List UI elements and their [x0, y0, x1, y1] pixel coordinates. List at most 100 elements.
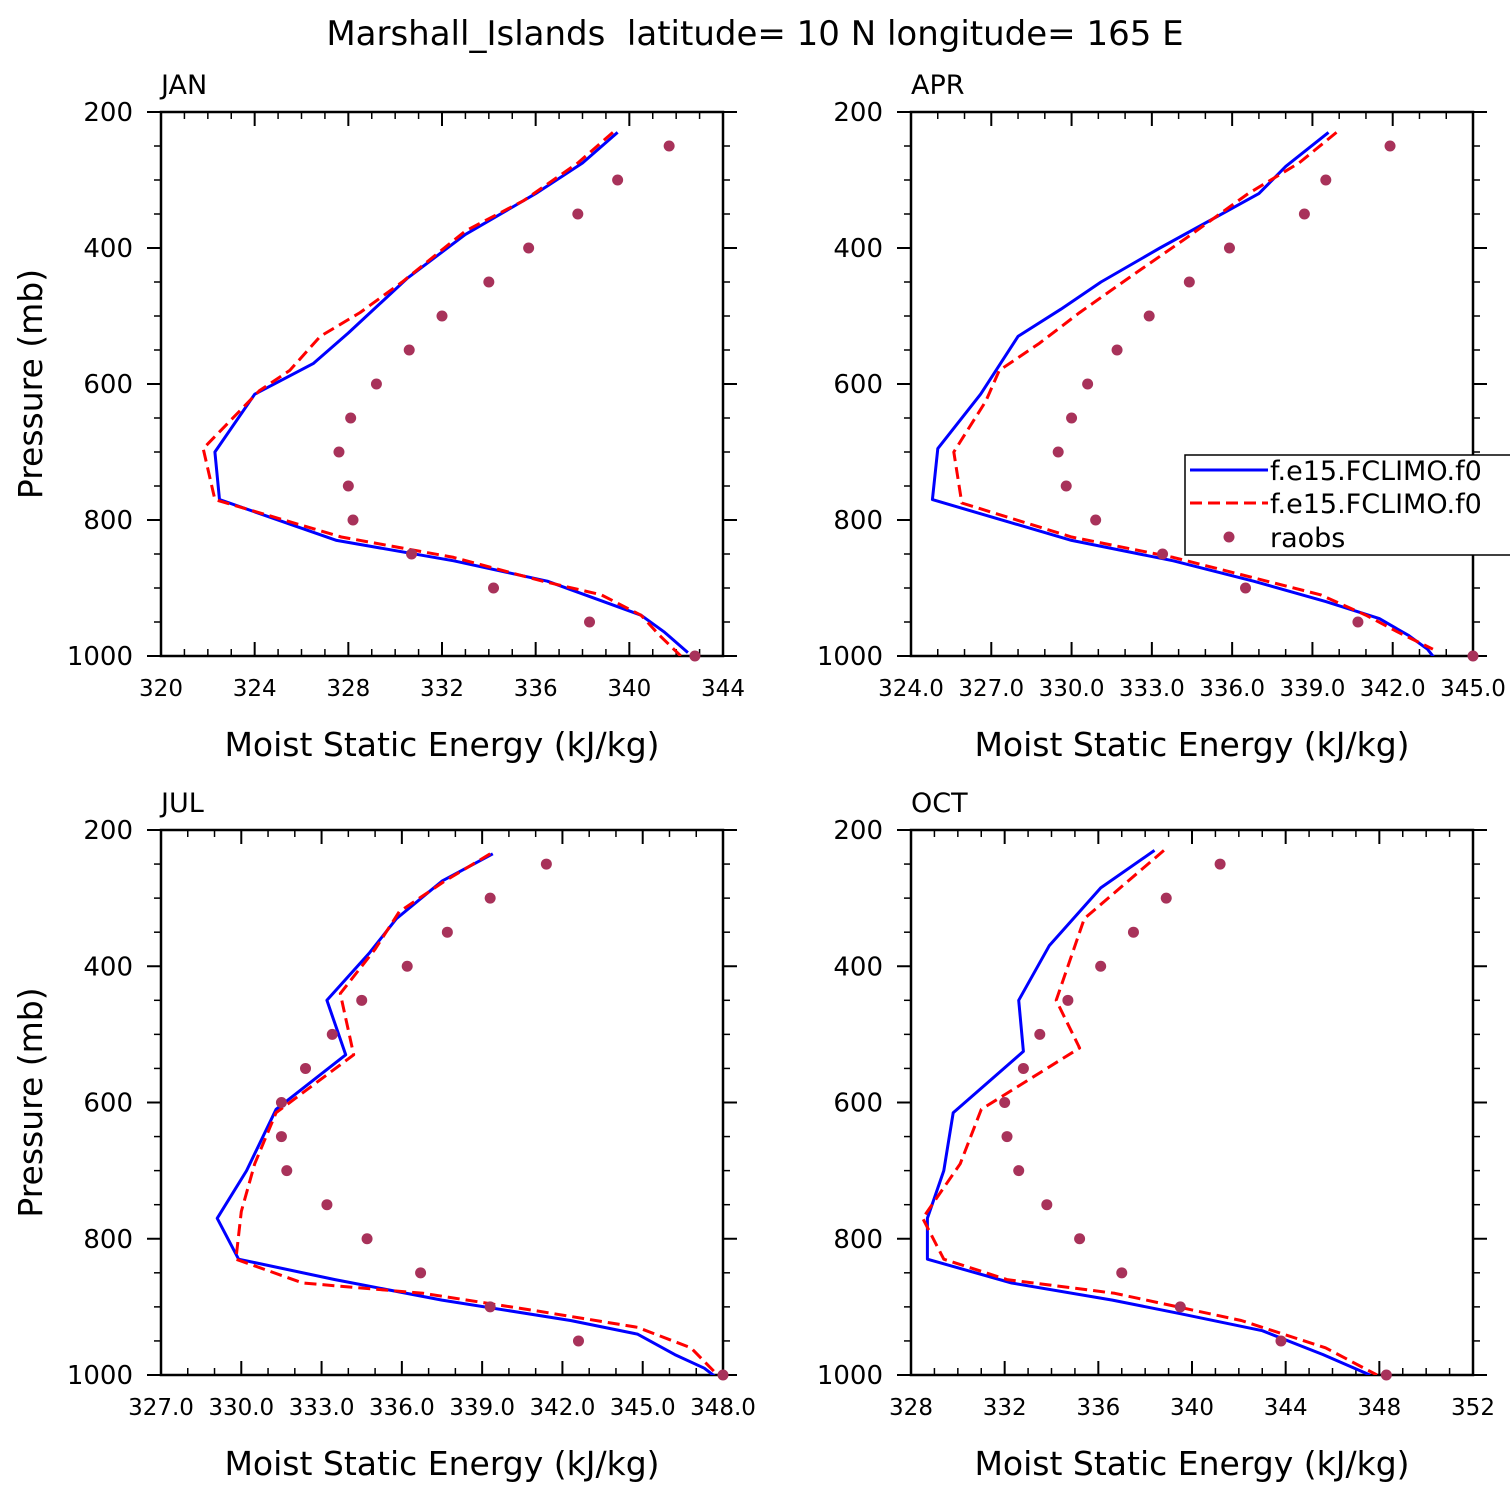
- y-tick-label: 1000: [817, 642, 883, 672]
- y-tick-label: 800: [833, 506, 883, 536]
- raobs-point: [663, 140, 675, 152]
- raobs-point: [415, 1267, 427, 1279]
- y-tick-label: 1000: [817, 1361, 883, 1391]
- raobs-point: [321, 1199, 333, 1211]
- raobs-point: [1001, 1131, 1013, 1143]
- raobs-point: [1052, 446, 1064, 458]
- raobs-point: [1467, 650, 1479, 662]
- raobs-point: [347, 514, 359, 526]
- x-tick-label: 340: [1170, 1395, 1214, 1421]
- x-tick-label: 327.0: [128, 1395, 194, 1421]
- panel-jul: JUL 327.0 330.0 333.0 336.0 339.0 342.0 345.0 34…: [11, 788, 756, 1483]
- raobs-point: [436, 310, 448, 322]
- y-tick-label: 400: [83, 952, 133, 982]
- raobs-point: [281, 1165, 293, 1177]
- raobs-point: [370, 378, 382, 390]
- x-tick-label: 344: [1264, 1395, 1308, 1421]
- raobs-point: [1066, 412, 1078, 424]
- raobs-point: [1320, 174, 1332, 186]
- raobs-point: [1013, 1165, 1025, 1177]
- x-tick-label: 328: [889, 1395, 933, 1421]
- raobs-point: [572, 1335, 584, 1347]
- y-tick-label: 400: [83, 234, 133, 264]
- model2-line: [234, 852, 719, 1375]
- raobs-point: [584, 616, 596, 628]
- x-tick-label: 339.0: [449, 1395, 515, 1421]
- raobs-point: [1143, 310, 1155, 322]
- x-tick-label: 339.0: [1279, 676, 1345, 702]
- raobs-point: [1062, 994, 1074, 1006]
- raobs-point: [612, 174, 624, 186]
- raobs-point: [356, 994, 368, 1006]
- raobs-point: [999, 1097, 1011, 1108]
- raobs-point: [1223, 242, 1235, 254]
- y-tick-label: 600: [833, 370, 883, 400]
- raobs-point: [275, 1131, 287, 1143]
- model2-line: [201, 131, 682, 656]
- plot-frame: [909, 828, 1475, 1377]
- series-group: [201, 131, 689, 656]
- raobs-point: [1214, 858, 1226, 870]
- y-tick-label: 600: [833, 1089, 883, 1119]
- raobs-point: [689, 650, 701, 662]
- raobs-point: [1384, 140, 1396, 152]
- y-tick-label: 600: [83, 1089, 133, 1119]
- x-tick-label: 332: [983, 1395, 1027, 1421]
- y-tick-label: 200: [833, 816, 883, 846]
- x-tick-label: 344: [701, 676, 745, 702]
- raobs-point: [361, 1233, 373, 1245]
- panel-label: JAN: [159, 70, 207, 101]
- panel-apr: APR 324.0 327.0 330.0 333.0 336.0 339.0 342.0 34…: [817, 70, 1506, 764]
- x-tick-label: 348: [1357, 1395, 1401, 1421]
- raobs-point: [1157, 548, 1169, 560]
- x-axis-label: Moist Static Energy (kJ/kg): [224, 1444, 659, 1483]
- series-group: [930, 131, 1435, 656]
- raobs-point: [406, 548, 418, 560]
- x-tick-label: 332: [420, 676, 464, 702]
- raobs-point: [1298, 208, 1310, 220]
- raobs-point: [1275, 1335, 1287, 1347]
- legend-entry-label: raobs: [1270, 523, 1345, 554]
- raobs-point: [484, 892, 496, 904]
- panel-label: APR: [911, 70, 965, 101]
- x-tick-label: 340: [607, 676, 651, 702]
- x-tick-label: 328: [326, 676, 370, 702]
- y-tick-label: 1000: [67, 1361, 133, 1391]
- raobs-point: [523, 242, 535, 254]
- x-tick-label: 348.0: [690, 1395, 756, 1421]
- model1-line: [213, 131, 689, 654]
- x-tick-label: 324.0: [878, 676, 944, 702]
- panel-oct: OCT 328 332 336 340 344 348 352 200 400 600 800 1000…: [817, 788, 1495, 1483]
- x-tick-label: 330.0: [1039, 676, 1105, 702]
- model1-line: [925, 849, 1371, 1375]
- raobs-point: [540, 858, 552, 870]
- raobs-point: [1060, 480, 1072, 492]
- raobs-point: [1352, 616, 1364, 628]
- plot-frame: [909, 110, 1475, 658]
- y-tick-label: 200: [83, 816, 133, 846]
- raobs-point: [1183, 276, 1195, 288]
- raobs-point: [1034, 1028, 1046, 1040]
- raobs-point: [1116, 1267, 1128, 1279]
- legend-entry-label: f.e15.FCLIMO.f0: [1270, 456, 1482, 487]
- raobs-point: [1380, 1369, 1392, 1381]
- raobs-point: [403, 344, 415, 356]
- y-tick-label: 400: [833, 952, 883, 982]
- x-tick-label: 336.0: [1199, 676, 1265, 702]
- raobs-point: [572, 208, 584, 220]
- raobs-point: [342, 480, 354, 492]
- x-tick-label: 333.0: [289, 1395, 355, 1421]
- raobs-point: [1240, 582, 1252, 594]
- y-tick-label: 200: [833, 98, 883, 128]
- y-tick-label: 600: [83, 370, 133, 400]
- raobs-point: [1090, 514, 1102, 526]
- x-tick-label: 327.0: [958, 676, 1024, 702]
- x-axis-label: Moist Static Energy (kJ/kg): [224, 725, 659, 764]
- x-tick-label: 324: [233, 676, 277, 702]
- panels: JAN 320 324 328 332 336 340 344 200 400 600 800 1000…: [11, 70, 1506, 1483]
- x-tick-label: 345.0: [1440, 676, 1506, 702]
- x-tick-label: 336.0: [369, 1395, 435, 1421]
- legend-box: [1184, 454, 1510, 556]
- x-tick-label: 336: [1076, 1395, 1120, 1421]
